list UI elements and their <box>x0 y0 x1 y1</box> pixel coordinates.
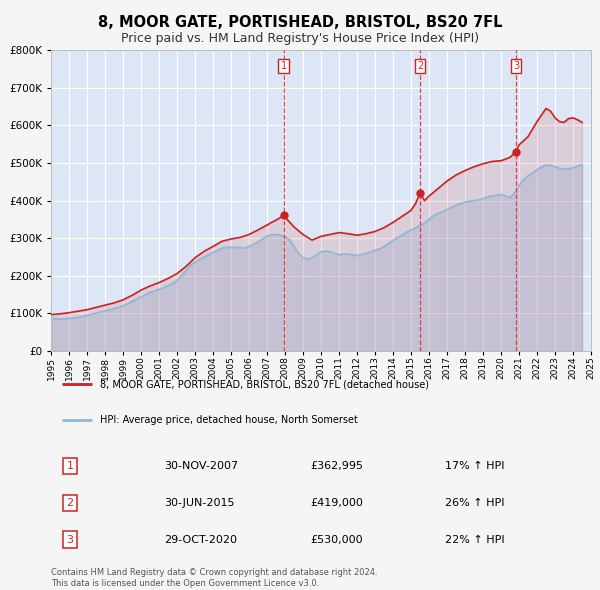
Text: £362,995: £362,995 <box>310 461 363 471</box>
Text: 22% ↑ HPI: 22% ↑ HPI <box>445 535 505 545</box>
Text: 2: 2 <box>417 61 423 71</box>
Text: HPI: Average price, detached house, North Somerset: HPI: Average price, detached house, Nort… <box>100 415 358 425</box>
Text: 1: 1 <box>67 461 73 471</box>
Text: £419,000: £419,000 <box>310 498 363 508</box>
Text: 8, MOOR GATE, PORTISHEAD, BRISTOL, BS20 7FL (detached house): 8, MOOR GATE, PORTISHEAD, BRISTOL, BS20 … <box>100 379 428 389</box>
Text: 3: 3 <box>513 61 519 71</box>
Text: 17% ↑ HPI: 17% ↑ HPI <box>445 461 505 471</box>
Text: Contains HM Land Registry data © Crown copyright and database right 2024.
This d: Contains HM Land Registry data © Crown c… <box>51 568 377 588</box>
Text: 29-OCT-2020: 29-OCT-2020 <box>164 535 238 545</box>
Text: 30-NOV-2007: 30-NOV-2007 <box>164 461 239 471</box>
Text: Price paid vs. HM Land Registry's House Price Index (HPI): Price paid vs. HM Land Registry's House … <box>121 32 479 45</box>
Text: 2: 2 <box>67 498 73 508</box>
Text: £530,000: £530,000 <box>310 535 363 545</box>
Text: 8, MOOR GATE, PORTISHEAD, BRISTOL, BS20 7FL: 8, MOOR GATE, PORTISHEAD, BRISTOL, BS20 … <box>98 15 502 30</box>
Text: 26% ↑ HPI: 26% ↑ HPI <box>445 498 505 508</box>
Text: 1: 1 <box>280 61 287 71</box>
Text: 3: 3 <box>67 535 73 545</box>
Text: 30-JUN-2015: 30-JUN-2015 <box>164 498 235 508</box>
